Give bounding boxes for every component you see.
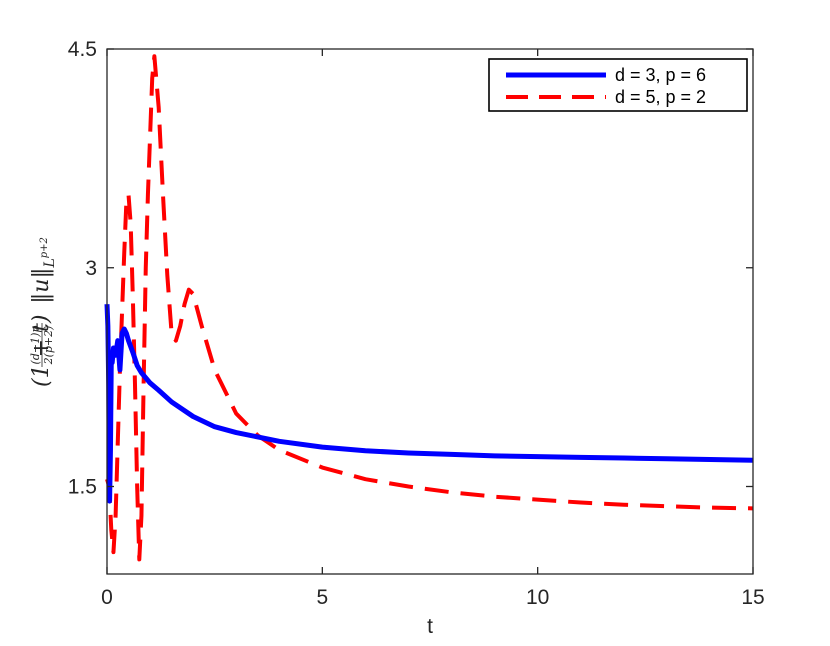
axes-frame: [106, 48, 754, 575]
y-label-prefix: (1 + t): [29, 315, 54, 387]
svg-text:(1 + t) ‖u‖Lp+2: (1 + t) ‖u‖Lp+2: [24, 237, 58, 387]
legend-label-series-1: d = 3, p = 6: [615, 65, 706, 85]
series-line-1: [104, 304, 754, 504]
plot-area: [107, 49, 753, 574]
x-axis-label: t: [427, 615, 433, 638]
y-label-subscript-sup: p+2: [39, 237, 50, 258]
series-line-2: [105, 54, 754, 562]
legend-label-series-2: d = 5, p = 2: [615, 87, 706, 107]
y-label-exp-numerator: (d−1)p: [29, 326, 42, 365]
x-tick-label: 5: [316, 586, 328, 609]
y-tick-label: 4.5: [68, 38, 97, 61]
legend: d = 3, p = 6 d = 5, p = 2: [488, 58, 748, 112]
y-tick-label: 1.5: [68, 476, 97, 499]
y-axis-label: (1 + t) ‖u‖Lp+2: [24, 237, 58, 387]
y-label-subscript: L: [42, 258, 58, 268]
y-label-exp-denominator: 2(p+2): [42, 326, 55, 366]
x-tick-label: 0: [101, 586, 113, 609]
y-tick-label: 3: [85, 257, 97, 280]
series-layer: [104, 54, 754, 562]
x-tick-label: 10: [526, 586, 549, 609]
y-label-exponent: (d−1)p 2(p+2): [29, 323, 55, 367]
x-tick-label: 15: [741, 586, 764, 609]
y-label-norm: ‖u‖: [29, 268, 54, 304]
legend-box: [488, 58, 748, 112]
axes-layer: 0 5 10 15 1.5 3 4.5: [68, 38, 765, 609]
